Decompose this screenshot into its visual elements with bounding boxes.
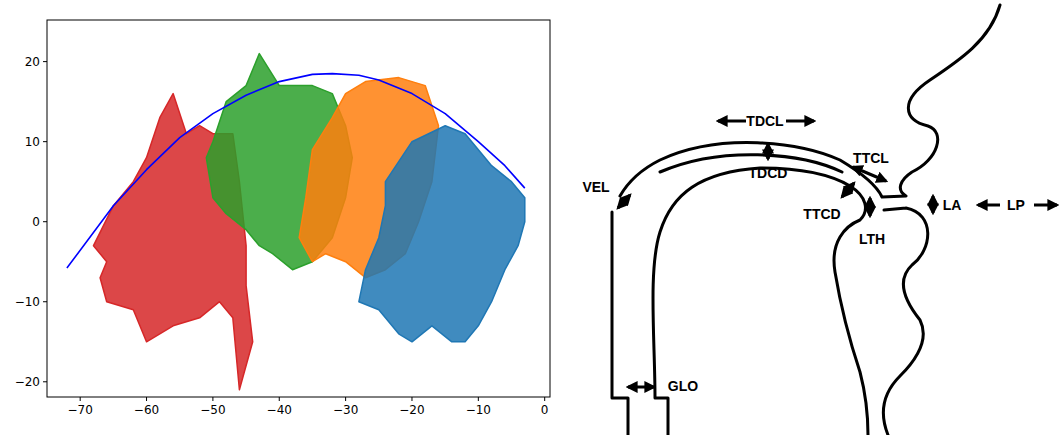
diagram-label: LP	[1007, 197, 1025, 213]
diagram-label: TTCL	[853, 150, 889, 166]
x-tick-label: 0	[541, 403, 549, 417]
x-tick	[212, 397, 213, 401]
dimension-arrow	[932, 196, 935, 213]
series-group	[67, 54, 525, 390]
x-tick	[279, 397, 280, 401]
x-tick-label: −70	[68, 403, 93, 417]
x-tick-label: −60	[134, 403, 159, 417]
x-tick-label: −10	[466, 403, 491, 417]
dimension-arrow	[628, 386, 654, 389]
x-tick	[544, 397, 545, 401]
diagram-label: TDCL	[746, 113, 784, 129]
dimension-arrow	[618, 195, 630, 208]
cluster-area	[359, 126, 525, 342]
figure: −70 −60 −50 −40 −30 −20 −10 0 −20 −10 0 10 20 VEL TDCL…	[0, 0, 1062, 435]
diagram-label: GLO	[668, 378, 698, 394]
x-tick	[411, 397, 412, 401]
dimension-arrow	[853, 167, 886, 181]
x-tick-label: −20	[399, 403, 424, 417]
y-tick	[43, 141, 47, 142]
dimension-arrow	[786, 120, 814, 123]
diagram-label: TTCD	[803, 206, 840, 222]
y-tick	[43, 301, 47, 302]
tract-outline	[620, 5, 1000, 197]
y-tick-label: 20	[25, 55, 40, 69]
x-tick-label: −30	[333, 403, 358, 417]
dimension-arrow	[718, 120, 746, 123]
dimension-arrow	[842, 183, 854, 197]
dimension-arrow	[767, 144, 770, 159]
y-tick-label: −10	[15, 295, 40, 309]
y-tick	[43, 221, 47, 222]
diagram-label: LTH	[859, 231, 885, 247]
x-tick	[345, 397, 346, 401]
dimension-arrow	[978, 204, 1000, 207]
x-tick	[478, 397, 479, 401]
chart: −70 −60 −50 −40 −30 −20 −10 0 −20 −10 0 10 20	[15, 20, 550, 417]
x-tick-label: −40	[267, 403, 292, 417]
x-tick	[146, 397, 147, 401]
dimension-arrow	[1034, 204, 1057, 207]
y-tick-label: 10	[25, 135, 40, 149]
curve-line	[67, 74, 525, 269]
dimension-arrow	[869, 198, 872, 216]
y-tick	[43, 381, 47, 382]
plot-frame	[47, 20, 550, 397]
diagram-label: LA	[943, 197, 962, 213]
tract-outline	[653, 168, 868, 435]
tract-outline	[612, 212, 628, 435]
diagram-label: TDCD	[749, 165, 788, 181]
y-tick-label: 0	[32, 215, 40, 229]
vocal-tract-diagram: VEL TDCL TDCD TTCL TTCD LTH LA LP GLO	[582, 5, 1057, 435]
x-tick-label: −50	[200, 403, 225, 417]
diagram-label: VEL	[582, 179, 610, 195]
tract-outline	[884, 208, 928, 435]
y-tick	[43, 61, 47, 62]
y-tick-label: −20	[15, 375, 40, 389]
x-tick	[80, 397, 81, 401]
